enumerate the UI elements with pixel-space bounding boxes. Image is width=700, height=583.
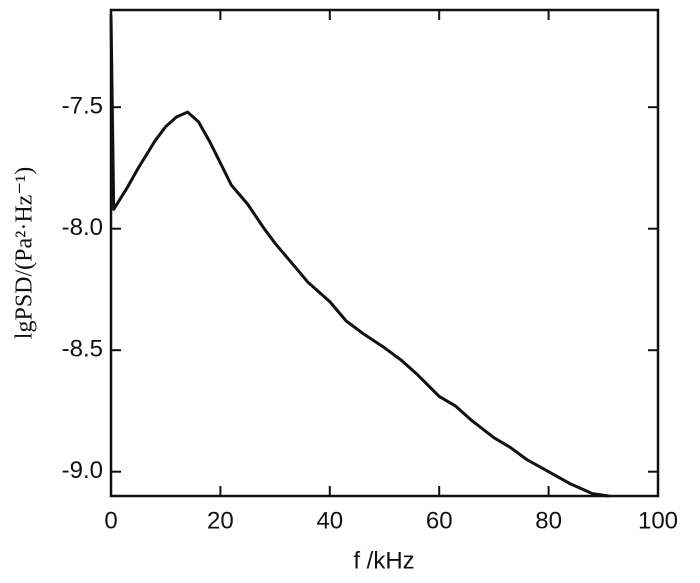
x-tick-label: 40 <box>316 507 343 534</box>
data-line <box>109 14 610 498</box>
y-tick-label: -8.5 <box>62 336 103 363</box>
y-tick-label: -8.0 <box>62 214 103 241</box>
y-tick-label: -7.5 <box>62 93 103 120</box>
y-tick-label: -9.0 <box>62 457 103 484</box>
x-tick-label: 60 <box>426 507 453 534</box>
plot-frame <box>109 8 660 498</box>
y-axis-label: lgPSD/(Pa²·Hz⁻¹) <box>12 167 38 339</box>
x-tick-label: 20 <box>207 507 234 534</box>
x-tick-label: 80 <box>535 507 562 534</box>
x-axis-label: f /kHz <box>353 547 414 574</box>
x-tick-label: 0 <box>104 507 117 534</box>
x-tick-label: 100 <box>638 507 678 534</box>
